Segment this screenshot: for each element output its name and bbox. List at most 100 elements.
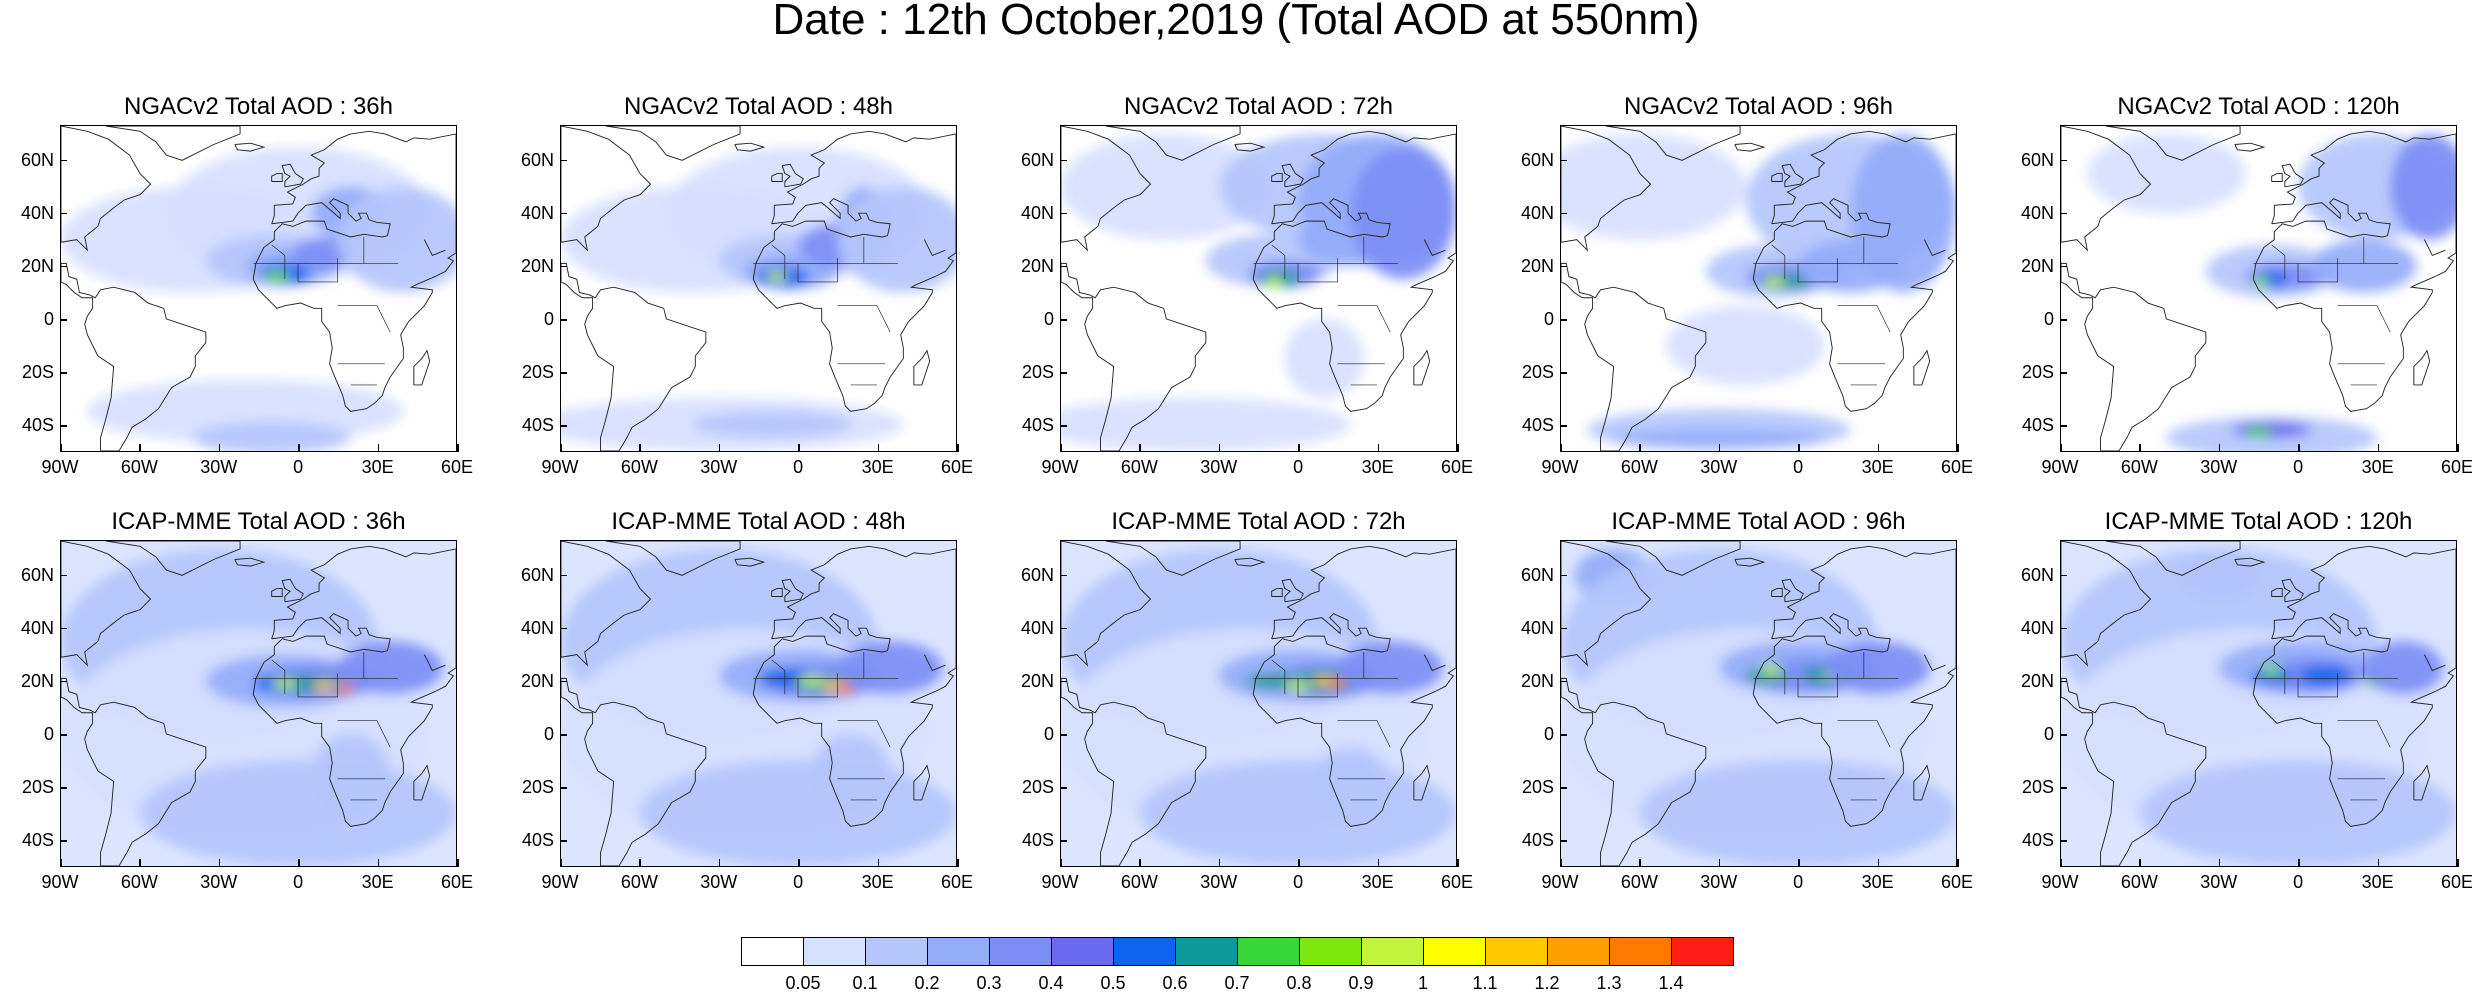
map-panel: NGACv2 Total AOD : 36h 60N 40N 20N 0 20S 40S 90… — [0, 85, 473, 525]
longitude-label: 0 — [793, 872, 804, 892]
longitude-label: 90W — [2041, 457, 2079, 477]
longitude-tick — [457, 859, 459, 867]
colorbar-label: 1.1 — [1472, 973, 1498, 993]
longitude-tick — [60, 859, 62, 867]
latitude-tick — [2060, 734, 2067, 736]
latitude-tick — [1560, 425, 1567, 427]
map-panel: NGACv2 Total AOD : 48h 60N 40N 20N 0 20S 40S 90… — [500, 85, 973, 525]
country-border — [1797, 258, 1838, 283]
longitude-label: 60E — [440, 872, 474, 892]
longitude-label: 30E — [1361, 872, 1394, 892]
latitude-label: 60N — [520, 564, 554, 585]
longitude-label: 0 — [293, 872, 304, 892]
coastline — [2271, 588, 2283, 597]
coastline — [1605, 126, 1741, 161]
latitude-label: 60N — [1020, 149, 1054, 170]
coastline — [2061, 262, 2207, 451]
map-plot-area — [2060, 125, 2457, 452]
figure-title: Date : 12th October,2019 (Total AOD at 5… — [772, 0, 1700, 44]
latitude-tick — [1560, 840, 1567, 842]
latitude-label: 60N — [1520, 564, 1554, 585]
longitude-label: 60E — [940, 457, 974, 477]
colorbar-swatch — [927, 937, 990, 966]
coastline — [771, 173, 783, 182]
longitude-tick — [298, 444, 300, 452]
latitude-tick — [1060, 734, 1067, 736]
longitude-tick — [877, 859, 880, 867]
latitude-tick — [1560, 680, 1567, 683]
coastline — [1752, 130, 1956, 412]
colorbar-swatch — [989, 937, 1052, 966]
aod-contour — [2140, 760, 2456, 866]
latitude-label: 40S — [1521, 830, 1554, 851]
latitude-tick — [2060, 840, 2067, 842]
colorbar-swatch — [1175, 937, 1238, 966]
latitude-label: 20S — [521, 777, 554, 798]
country-border — [837, 720, 891, 748]
longitude-tick — [1957, 444, 1959, 452]
longitude-tick — [639, 859, 641, 867]
longitude-tick — [1377, 859, 1380, 867]
panel-title: ICAP-MME Total AOD : 120h — [2104, 508, 2413, 535]
longitude-tick — [957, 444, 959, 452]
aod-contour — [2363, 641, 2443, 695]
latitude-label: 20N — [2020, 670, 2054, 691]
latitude-label: 20N — [1020, 670, 1054, 691]
latitude-tick — [560, 372, 567, 374]
colorbar-swatch — [1051, 937, 1114, 966]
colorbar-label: 1 — [1417, 973, 1428, 993]
latitude-label: 20S — [2021, 362, 2054, 383]
longitude-tick — [877, 444, 880, 452]
coastline — [61, 541, 152, 667]
coastline — [734, 557, 766, 567]
longitude-tick — [2457, 444, 2459, 452]
latitude-label: 0 — [2043, 309, 2054, 330]
coastline — [1734, 557, 1766, 567]
longitude-tick — [1218, 859, 1221, 867]
panel-title: ICAP-MME Total AOD : 48h — [611, 508, 906, 535]
latitude-label: 20S — [1521, 362, 1554, 383]
coastline — [105, 126, 241, 161]
map-panel: NGACv2 Total AOD : 120h 60N 40N 20N 0 20S 40S 9… — [2000, 85, 2472, 525]
longitude-label: 30E — [361, 457, 394, 477]
latitude-label: 40N — [1020, 202, 1054, 223]
aod-map — [1561, 126, 1956, 451]
colorbar-label: 0.1 — [852, 973, 878, 993]
longitude-tick — [298, 859, 300, 867]
latitude-label: 0 — [543, 724, 554, 745]
coastline — [2105, 126, 2241, 161]
longitude-label: 30W — [1700, 457, 1738, 477]
aod-map — [61, 541, 456, 866]
longitude-label: 60W — [620, 872, 658, 892]
coastline — [1771, 588, 1783, 597]
longitude-tick — [560, 859, 562, 867]
longitude-label: 30E — [861, 872, 894, 892]
latitude-tick — [2060, 425, 2067, 427]
longitude-tick — [560, 444, 562, 452]
longitude-tick — [1298, 859, 1300, 867]
latitude-label: 20N — [520, 670, 554, 691]
coastline — [781, 163, 804, 188]
colorbar-label: 1.4 — [1658, 973, 1684, 993]
latitude-label: 40S — [521, 415, 554, 436]
latitude-label: 20N — [1520, 670, 1554, 691]
coastline — [1252, 130, 1456, 412]
latitude-label: 20S — [1021, 362, 1054, 383]
map-plot-area — [1560, 125, 1957, 452]
country-border — [1297, 258, 1338, 283]
latitude-tick — [1560, 787, 1567, 789]
latitude-tick — [560, 734, 567, 736]
latitude-tick — [1560, 627, 1567, 630]
map-plot-area — [60, 540, 457, 867]
coastline — [61, 262, 207, 451]
latitude-tick — [60, 680, 67, 683]
coastline — [561, 677, 707, 866]
latitude-label: 40S — [2021, 415, 2054, 436]
coastline — [105, 541, 241, 576]
latitude-label: 0 — [2043, 724, 2054, 745]
aod-contour — [311, 733, 391, 814]
colorbar-swatch — [1609, 937, 1672, 966]
panel-title: ICAP-MME Total AOD : 72h — [1111, 508, 1406, 535]
longitude-tick — [2139, 444, 2141, 452]
country-border — [1837, 720, 1891, 748]
